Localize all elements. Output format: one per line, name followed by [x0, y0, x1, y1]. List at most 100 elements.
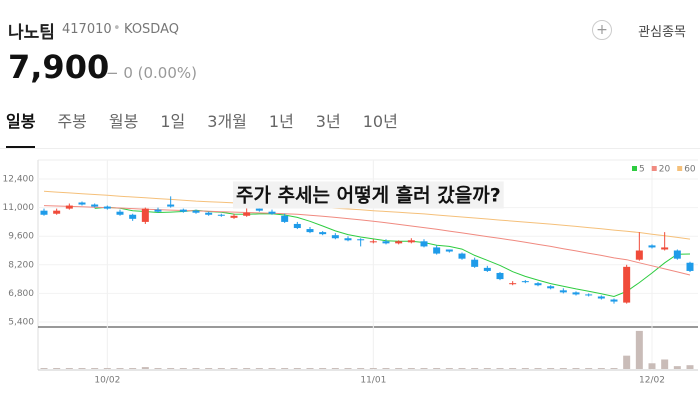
candle-body: [357, 239, 365, 241]
candle-body: [610, 299, 618, 302]
volume-bar: [306, 368, 314, 369]
annotation-background: [233, 181, 504, 209]
candle-body: [458, 253, 466, 259]
volume-bar: [483, 368, 491, 369]
volume-bar: [331, 368, 339, 369]
candle-body: [91, 204, 99, 207]
x-tick-label: 10/02: [94, 376, 120, 386]
candle-body: [293, 223, 301, 229]
volume-bar: [572, 368, 580, 369]
volume-bar: [344, 368, 352, 369]
volume-bar: [623, 355, 631, 369]
tab[interactable]: 3개월: [207, 112, 247, 131]
candle-body: [205, 212, 213, 215]
candle-body: [547, 286, 555, 289]
tab[interactable]: 10년: [362, 112, 398, 131]
volume-bar: [673, 366, 681, 369]
volume-bar: [217, 368, 225, 369]
volume-bar: [293, 368, 301, 369]
candle-body: [382, 241, 390, 244]
candle-body: [179, 209, 187, 212]
volume-bar: [661, 359, 669, 369]
volume-bar: [179, 368, 187, 369]
volume-bar: [369, 368, 377, 369]
candle-body: [445, 249, 453, 252]
volume-bar: [167, 368, 175, 369]
volume-bar: [243, 368, 251, 369]
volume-bar: [433, 368, 441, 369]
y-tick-label: 8,200: [8, 260, 34, 270]
volume-bar: [192, 368, 200, 369]
volume-bar: [534, 368, 542, 369]
candle-body: [154, 209, 162, 212]
volume-bar: [610, 368, 618, 369]
candle-body: [509, 283, 517, 285]
y-tick-label: 11,000: [3, 203, 35, 213]
volume-bar: [281, 368, 289, 369]
candle-body: [116, 211, 124, 215]
candle-body: [395, 241, 403, 244]
candle-body: [129, 214, 137, 219]
volume-bar: [648, 363, 656, 369]
candle-body: [281, 215, 289, 222]
candle-body: [572, 292, 580, 295]
y-tick-label: 6,800: [8, 289, 34, 299]
legend-swatch: [632, 166, 637, 171]
candle-body: [635, 250, 643, 260]
tab[interactable]: 1일: [160, 112, 186, 131]
plus-icon[interactable]: +: [592, 20, 612, 40]
candle-body: [167, 204, 175, 207]
moving-average-line: [94, 206, 691, 298]
candle-body: [141, 208, 149, 222]
price: 7,900: [8, 48, 110, 86]
candle-body: [661, 247, 669, 250]
candle-body: [597, 296, 605, 299]
y-tick-label: 5,400: [8, 318, 34, 328]
moving-average-line: [43, 190, 691, 240]
volume-bar: [471, 368, 479, 369]
volume-bar: [509, 368, 517, 369]
candle-body: [192, 210, 200, 213]
watch-button[interactable]: 관심종목: [638, 25, 686, 40]
candle-body: [53, 210, 61, 214]
divider: [0, 148, 700, 149]
volume-bar: [395, 368, 403, 369]
tab[interactable]: 1년: [268, 112, 294, 131]
volume-bar: [597, 368, 605, 369]
candle-body: [217, 214, 225, 216]
moving-average-line: [43, 205, 691, 276]
candle-body: [673, 250, 681, 259]
market: KOSDAQ: [124, 22, 179, 37]
candle-body: [686, 262, 694, 271]
volume-bar: [407, 368, 415, 369]
separator: •: [113, 21, 121, 36]
volume-bar: [116, 368, 124, 369]
tab-bar: 일봉 주봉 월봉 1일 3개월 1년 3년 10년: [6, 108, 420, 148]
tab[interactable]: 3년: [315, 112, 341, 131]
volume-bar: [357, 368, 365, 369]
tab[interactable]: 일봉: [6, 108, 36, 148]
candle-body: [471, 259, 479, 267]
tab[interactable]: 주봉: [57, 112, 87, 131]
legend-swatch: [677, 166, 683, 171]
volume-bar: [585, 368, 593, 369]
volume-bar: [78, 368, 86, 369]
volume-bar: [445, 368, 453, 369]
y-tick-label: 12,400: [3, 175, 35, 185]
legend-swatch: [651, 166, 657, 171]
x-tick-label: 12/02: [639, 376, 665, 386]
volume-bar: [458, 368, 466, 369]
candle-body: [521, 281, 529, 283]
tab[interactable]: 월봉: [108, 112, 139, 131]
volume-bar: [382, 368, 390, 369]
volume-bar: [103, 368, 111, 369]
volume-bar: [129, 368, 137, 369]
volume-bar: [65, 368, 73, 369]
candle-body: [648, 245, 656, 248]
volume-bar: [141, 367, 149, 369]
volume-bar: [91, 368, 99, 369]
candle-body: [255, 208, 263, 211]
legend-label: 5: [639, 165, 645, 175]
